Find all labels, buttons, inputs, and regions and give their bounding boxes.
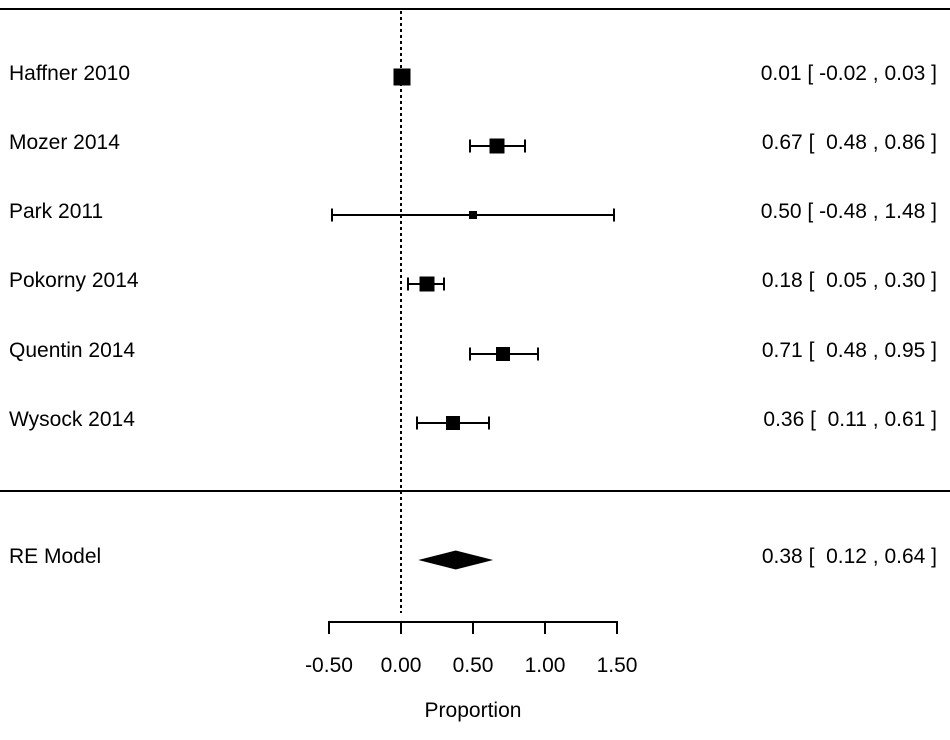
summary-annotation: 0.38 [ 0.12 , 0.64 ] (761, 545, 937, 568)
study-annotation: 0.18 [ 0.05 , 0.30 ] (761, 269, 937, 292)
ci-cap-left (407, 277, 410, 291)
ci-cap-left (330, 208, 333, 222)
x-axis-tick (472, 621, 474, 634)
point-estimate-square (393, 68, 411, 86)
study-annotation: 0.01 [ -0.02 , 0.03 ] (760, 62, 937, 85)
x-axis-tick-label: -0.50 (305, 654, 353, 677)
x-axis-tick (616, 621, 618, 634)
x-axis-tick (544, 621, 546, 634)
summary-diamond (418, 550, 494, 570)
point-estimate-square (469, 211, 477, 219)
study-label: Mozer 2014 (9, 131, 120, 154)
study-annotation: 0.50 [ -0.48 , 1.48 ] (760, 200, 937, 223)
zero-reference-line (400, 11, 402, 613)
ci-cap-left (469, 139, 472, 153)
study-label: Pokorny 2014 (9, 269, 139, 292)
ci-cap-right (613, 208, 616, 222)
study-annotation: 0.67 [ 0.48 , 0.86 ] (761, 131, 937, 154)
ci-cap-left (415, 416, 418, 430)
x-axis-tick-label: 0.50 (452, 654, 494, 677)
ci-cap-right (487, 416, 490, 430)
x-axis-tick-label: 1.50 (596, 654, 638, 677)
point-estimate-square (445, 416, 460, 430)
study-annotation: 0.71 [ 0.48 , 0.95 ] (761, 339, 937, 362)
point-estimate-square (489, 138, 505, 154)
x-axis-tick-label: 0.00 (380, 654, 422, 677)
summary-separator-line (0, 490, 950, 492)
study-label: Haffner 2010 (9, 62, 131, 85)
x-axis-title: Proportion (424, 699, 522, 722)
x-axis-tick (400, 621, 402, 634)
ci-cap-left (469, 347, 472, 361)
point-estimate-square (496, 347, 511, 361)
study-label: Wysock 2014 (9, 408, 135, 431)
study-label: Quentin 2014 (9, 339, 136, 362)
x-axis-tick-label: 1.00 (524, 654, 566, 677)
summary-label: RE Model (9, 545, 102, 568)
top-rule (0, 8, 950, 10)
point-estimate-square (419, 276, 435, 292)
ci-cap-right (536, 347, 539, 361)
ci-cap-right (523, 139, 526, 153)
ci-cap-right (443, 277, 446, 291)
study-label: Park 2011 (9, 200, 104, 223)
study-annotation: 0.36 [ 0.11 , 0.61 ] (763, 408, 937, 431)
x-axis-tick (328, 621, 330, 634)
